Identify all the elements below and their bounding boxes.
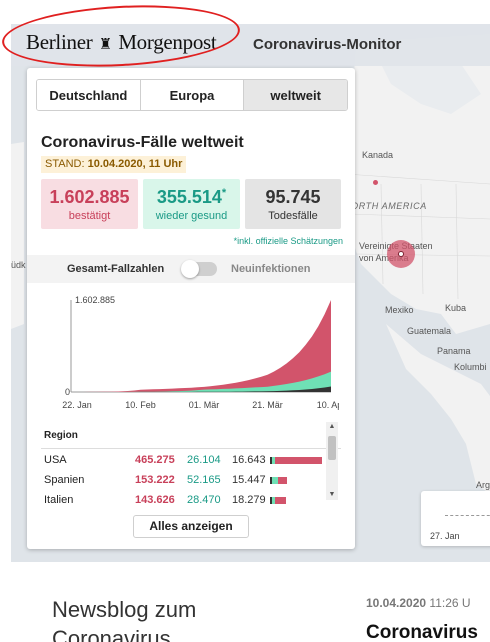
deaths-card: 95.745 Todesfälle	[245, 179, 341, 229]
deaths-label: Todesfälle	[268, 210, 318, 222]
row-recovered: 28.470	[187, 494, 221, 506]
stand-label: STAND:	[45, 158, 85, 170]
row-bar	[270, 457, 322, 464]
newsblog-title-line1: Newsblog zum	[52, 597, 197, 622]
region-name: Spanien	[44, 474, 85, 486]
recovered-card: 355.514* wieder gesund	[143, 179, 240, 229]
bar-active	[277, 477, 288, 484]
x-tick-label: 10. Apr	[317, 400, 339, 410]
x-tick-label: 01. Mär	[189, 400, 220, 410]
deaths-count: 95.745	[265, 187, 321, 207]
view-toggle-switch[interactable]	[181, 260, 217, 278]
map-label-north-america: NORTH AMERICA	[344, 201, 427, 211]
confirmed-count: 1.602.885	[49, 187, 130, 207]
cases-title: Coronavirus-Fälle weltweit	[41, 134, 244, 151]
tab-europa[interactable]: Europa	[140, 80, 245, 110]
news-headline[interactable]: Coronavirus	[366, 622, 478, 642]
news-time: 11:26 U	[429, 596, 471, 610]
bar-recovered	[272, 457, 275, 464]
series-area-1	[77, 371, 331, 392]
row-bar	[270, 477, 322, 484]
kanada-hotspot-marker[interactable]	[373, 180, 378, 185]
scroll-down-icon[interactable]: ▼	[328, 491, 336, 498]
recovered-count-wrap: 355.514*	[143, 187, 240, 208]
show-all-button[interactable]: Alles anzeigen	[133, 515, 249, 538]
region-table[interactable]: USA 465.275 26.104 16.643 Spanien 153.222 52.1…	[41, 448, 341, 506]
row-confirmed: 465.275	[135, 454, 175, 466]
scroll-up-icon[interactable]: ▲	[328, 423, 336, 430]
timeline-control[interactable]: 27. Jan	[421, 491, 490, 546]
tab-deutschland[interactable]: Deutschland	[37, 80, 141, 110]
brand-logo[interactable]: Berliner ♜ Morgenpost	[26, 30, 217, 55]
stats-panel: Deutschland Europa weltweit Coronavirus-…	[27, 68, 355, 549]
bar-recovered	[272, 497, 276, 504]
x-tick-label: 21. Mär	[252, 400, 283, 410]
table-header-region: Region	[44, 430, 78, 441]
bar-deaths	[270, 457, 272, 464]
row-deaths: 15.447	[232, 474, 266, 486]
recovered-label: wieder gesund	[155, 210, 228, 222]
bar-active	[274, 457, 322, 464]
view-toggle-row: Gesamt-Fallzahlen Neuinfektionen	[27, 255, 355, 283]
logo-text-left: Berliner	[26, 30, 93, 54]
news-date: 10.04.2020	[366, 596, 427, 610]
map-label-guatemala: Guatemala	[407, 326, 452, 336]
row-confirmed: 143.626	[135, 494, 175, 506]
series-area-2	[77, 386, 331, 392]
row-deaths: 18.279	[232, 494, 266, 506]
estimate-footnote: *inkl. offizielle Schätzungen	[233, 236, 343, 246]
x-tick-label: 10. Feb	[125, 400, 156, 410]
timeline-date: 27. Jan	[430, 531, 460, 541]
toggle-knob	[181, 260, 199, 278]
x-tick-label: 22. Jan	[62, 400, 92, 410]
y-tick-label: 1.602.885	[75, 295, 115, 305]
table-row[interactable]: Italien 143.626 28.470 18.279	[41, 489, 341, 506]
map-label-mexiko: Mexiko	[385, 305, 414, 315]
cases-chart[interactable]: 1.602.885 0 22. Jan 10. Feb 01. Mär 21. Mär 10…	[39, 292, 339, 420]
bar-active	[275, 497, 286, 504]
recovered-asterisk: *	[221, 187, 227, 199]
header-bar	[11, 24, 490, 66]
toggle-label-new[interactable]: Neuinfektionen	[231, 263, 311, 275]
region-tabs: Deutschland Europa weltweit	[36, 79, 348, 111]
map-label-kanada: Kanada	[362, 150, 394, 160]
row-bar	[270, 497, 322, 504]
table-scrollbar[interactable]: ▲ ▼	[326, 422, 338, 500]
page-title: Coronavirus-Monitor	[253, 36, 402, 53]
logo-text-right: Morgenpost	[118, 30, 217, 54]
map-label-panama: Panama	[437, 346, 471, 356]
newsblog-title-line2: Coronavirus	[52, 626, 171, 642]
region-name: USA	[44, 454, 67, 466]
row-recovered: 52.165	[187, 474, 221, 486]
news-timestamp: 10.04.2020 11:26 U	[366, 596, 471, 610]
row-deaths: 16.643	[232, 454, 266, 466]
scroll-thumb[interactable]	[328, 436, 336, 460]
recovered-count: 355.514	[156, 187, 222, 207]
bar-recovered	[272, 477, 278, 484]
region-name: Italien	[44, 494, 74, 506]
table-row[interactable]: Spanien 153.222 52.165 15.447	[41, 469, 341, 489]
map-label-kuba: Kuba	[445, 303, 467, 313]
stand-value: 10.04.2020, 11 Uhr	[87, 158, 183, 170]
bar-deaths	[270, 497, 272, 504]
timeline-ticks	[445, 515, 490, 519]
confirmed-label: bestätigt	[68, 210, 111, 222]
berlin-bear-icon: ♜	[98, 37, 112, 53]
table-row[interactable]: USA 465.275 26.104 16.643	[41, 449, 341, 469]
status-timestamp: STAND: 10.04.2020, 11 Uhr	[41, 156, 187, 173]
map-label-suedkorea: üdk	[11, 260, 26, 270]
map-label-kolumbien: Kolumbi	[454, 362, 487, 372]
y-tick-label: 0	[65, 387, 70, 397]
row-recovered: 26.104	[187, 454, 221, 466]
row-confirmed: 153.222	[135, 474, 175, 486]
toggle-label-total[interactable]: Gesamt-Fallzahlen	[67, 263, 165, 275]
usa-hotspot-center	[398, 251, 404, 257]
tab-weltweit[interactable]: weltweit	[244, 80, 347, 110]
bar-deaths	[270, 477, 272, 484]
map-label-argentinien: Arg	[476, 480, 490, 490]
confirmed-card: 1.602.885 bestätigt	[41, 179, 138, 229]
series-area-0	[77, 300, 331, 392]
newsblog-title[interactable]: Newsblog zum Coronavirus	[52, 595, 196, 642]
